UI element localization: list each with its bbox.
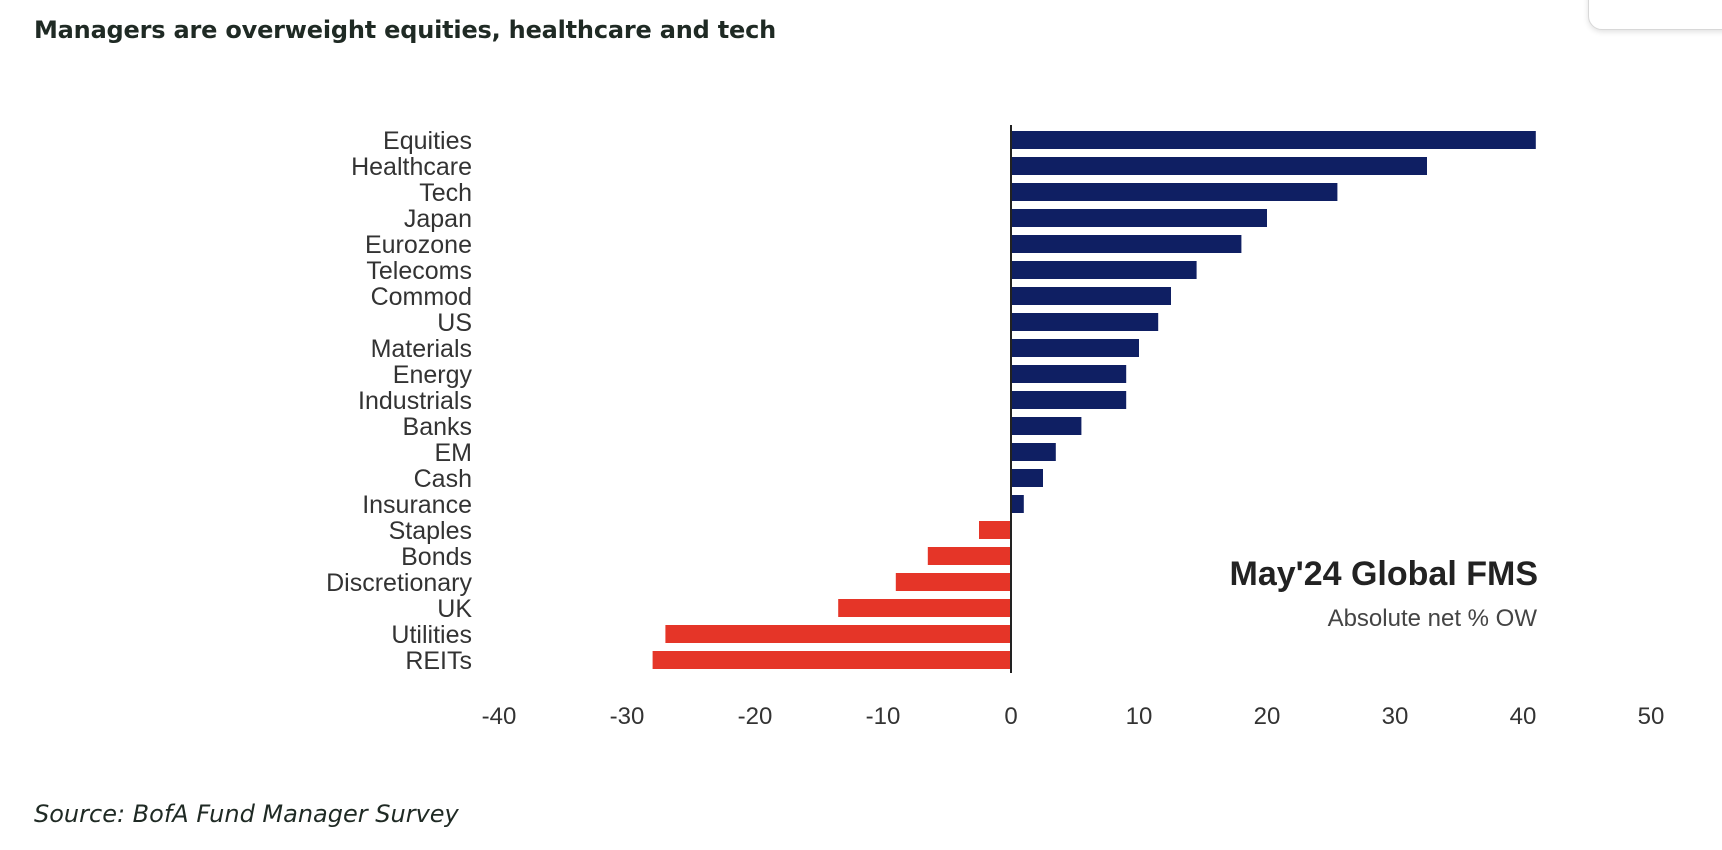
bar-bonds [927, 547, 1011, 565]
bar-staples [979, 521, 1011, 539]
x-tick-label: -40 [482, 703, 517, 730]
category-label: Cash [414, 465, 472, 493]
floating-panel-corner [1588, 0, 1722, 30]
category-label: Japan [404, 205, 472, 233]
category-label: Eurozone [365, 231, 472, 259]
category-label: Bonds [401, 543, 472, 571]
category-label: Commod [371, 283, 472, 311]
category-label: Equities [383, 127, 472, 155]
category-label: Telecoms [366, 257, 472, 285]
x-axis-ticks: -40 -30 -20 -10 0 10 20 30 40 50 [482, 703, 1665, 730]
category-label: Energy [393, 361, 473, 389]
page-title: Managers are overweight equities, health… [34, 16, 776, 44]
bar-us [1011, 313, 1159, 331]
bar-discretionary [895, 573, 1011, 591]
category-label: EM [435, 439, 473, 467]
bar-commod [1011, 287, 1171, 305]
bar-eurozone [1011, 235, 1242, 253]
category-label: Industrials [358, 387, 472, 415]
bar-utilities [665, 625, 1011, 643]
bar-cash [1011, 469, 1043, 487]
bar-telecoms [1011, 261, 1197, 279]
bar-insurance [1011, 495, 1024, 513]
category-label: Materials [371, 335, 472, 363]
bar-materials [1011, 339, 1139, 357]
bar-reits [652, 651, 1011, 669]
category-label: Healthcare [351, 153, 472, 181]
bar-tech [1011, 183, 1338, 201]
x-tick-label: -30 [610, 703, 645, 730]
bar-healthcare [1011, 157, 1427, 175]
bar-em [1011, 443, 1056, 461]
category-label: UK [437, 595, 472, 623]
bar-energy [1011, 365, 1127, 383]
bar-uk [838, 599, 1011, 617]
x-tick-label: -20 [738, 703, 773, 730]
category-label: US [437, 309, 472, 337]
x-tick-label: 50 [1638, 703, 1665, 730]
bar-banks [1011, 417, 1082, 435]
category-label: Banks [403, 413, 472, 441]
bar-equities [1011, 131, 1536, 149]
annotation-title: May'24 Global FMS [1230, 555, 1539, 593]
category-labels: EquitiesHealthcareTechJapanEurozoneTelec… [326, 127, 472, 675]
x-tick-label: 40 [1510, 703, 1537, 730]
x-tick-label: 30 [1382, 703, 1409, 730]
annotation-subtitle: Absolute net % OW [1328, 605, 1538, 632]
x-tick-label: 0 [1004, 703, 1017, 730]
category-label: Utilities [391, 621, 472, 649]
category-label: Discretionary [326, 569, 472, 597]
x-tick-label: 10 [1126, 703, 1153, 730]
x-tick-label: 20 [1254, 703, 1281, 730]
category-label: Tech [419, 179, 472, 207]
x-tick-label: -10 [866, 703, 901, 730]
category-label: Insurance [362, 491, 472, 519]
bar-industrials [1011, 391, 1127, 409]
category-label: Staples [389, 517, 472, 545]
category-label: REITs [405, 647, 472, 675]
bars-layer [652, 131, 1536, 669]
source-note: Source: BofA Fund Manager Survey [34, 800, 459, 828]
bar-japan [1011, 209, 1267, 227]
